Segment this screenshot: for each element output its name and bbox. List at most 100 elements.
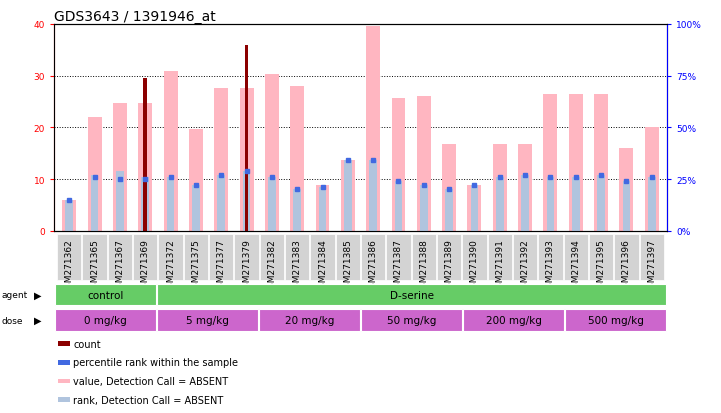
Bar bbox=[442, 145, 456, 231]
Bar bbox=[265, 74, 279, 231]
Text: GSM271386: GSM271386 bbox=[368, 239, 378, 294]
FancyBboxPatch shape bbox=[156, 310, 258, 331]
Bar bbox=[521, 176, 529, 231]
Bar bbox=[369, 161, 377, 231]
FancyBboxPatch shape bbox=[564, 234, 588, 280]
Text: 50 mg/kg: 50 mg/kg bbox=[387, 316, 436, 325]
Text: GSM271389: GSM271389 bbox=[445, 239, 454, 294]
FancyBboxPatch shape bbox=[133, 234, 157, 280]
FancyBboxPatch shape bbox=[159, 234, 182, 280]
Bar bbox=[344, 161, 352, 231]
Text: GSM271392: GSM271392 bbox=[521, 239, 530, 294]
Text: GSM271379: GSM271379 bbox=[242, 239, 251, 294]
Text: 200 mg/kg: 200 mg/kg bbox=[486, 316, 541, 325]
Bar bbox=[167, 178, 174, 231]
FancyBboxPatch shape bbox=[310, 234, 335, 280]
FancyBboxPatch shape bbox=[55, 284, 156, 306]
Bar bbox=[58, 360, 70, 365]
FancyBboxPatch shape bbox=[412, 234, 436, 280]
FancyBboxPatch shape bbox=[487, 234, 512, 280]
Bar bbox=[622, 182, 630, 231]
Text: agent: agent bbox=[1, 290, 27, 299]
FancyBboxPatch shape bbox=[107, 234, 132, 280]
Bar bbox=[113, 103, 127, 231]
Text: control: control bbox=[87, 290, 123, 300]
Bar bbox=[645, 128, 659, 231]
Text: 500 mg/kg: 500 mg/kg bbox=[588, 316, 644, 325]
Text: GSM271362: GSM271362 bbox=[65, 239, 74, 294]
Bar bbox=[420, 186, 428, 231]
Bar bbox=[619, 149, 633, 231]
Text: count: count bbox=[74, 339, 101, 349]
Bar bbox=[518, 145, 532, 231]
Bar bbox=[291, 87, 304, 231]
Bar bbox=[214, 89, 228, 231]
FancyBboxPatch shape bbox=[184, 234, 208, 280]
Text: GSM271367: GSM271367 bbox=[115, 239, 125, 294]
Text: GSM271369: GSM271369 bbox=[141, 239, 150, 294]
Bar bbox=[189, 130, 203, 231]
FancyBboxPatch shape bbox=[82, 234, 107, 280]
Bar bbox=[58, 379, 70, 383]
FancyBboxPatch shape bbox=[361, 310, 462, 331]
Text: 20 mg/kg: 20 mg/kg bbox=[285, 316, 334, 325]
Bar bbox=[116, 171, 124, 231]
Bar bbox=[243, 171, 250, 231]
Text: GSM271394: GSM271394 bbox=[571, 239, 580, 294]
Bar bbox=[66, 200, 73, 231]
Text: value, Detection Call = ABSENT: value, Detection Call = ABSENT bbox=[74, 376, 229, 386]
Text: GSM271397: GSM271397 bbox=[647, 239, 656, 294]
FancyBboxPatch shape bbox=[57, 234, 81, 280]
Bar bbox=[572, 178, 580, 231]
Bar bbox=[268, 178, 275, 231]
Bar bbox=[88, 118, 102, 231]
Bar bbox=[394, 182, 402, 231]
Bar bbox=[597, 176, 605, 231]
Text: GSM271375: GSM271375 bbox=[191, 239, 200, 294]
Text: GSM271396: GSM271396 bbox=[622, 239, 631, 294]
Text: rank, Detection Call = ABSENT: rank, Detection Call = ABSENT bbox=[74, 394, 224, 405]
Bar bbox=[138, 103, 152, 231]
Bar bbox=[239, 89, 254, 231]
Text: GSM271390: GSM271390 bbox=[470, 239, 479, 294]
Bar bbox=[316, 186, 329, 231]
Text: ▶: ▶ bbox=[34, 316, 41, 325]
Text: ▶: ▶ bbox=[34, 290, 41, 300]
Bar bbox=[471, 186, 478, 231]
Bar bbox=[341, 161, 355, 231]
FancyBboxPatch shape bbox=[386, 234, 411, 280]
Bar bbox=[58, 342, 70, 346]
Bar bbox=[366, 27, 380, 231]
FancyBboxPatch shape bbox=[539, 234, 562, 280]
Bar bbox=[544, 95, 557, 231]
Text: GSM271387: GSM271387 bbox=[394, 239, 403, 294]
Bar bbox=[244, 45, 249, 231]
Bar bbox=[293, 190, 301, 231]
Bar bbox=[547, 178, 554, 231]
Bar bbox=[192, 186, 200, 231]
FancyBboxPatch shape bbox=[614, 234, 639, 280]
Text: GSM271384: GSM271384 bbox=[318, 239, 327, 294]
Bar bbox=[164, 72, 177, 231]
FancyBboxPatch shape bbox=[260, 234, 284, 280]
Text: 0 mg/kg: 0 mg/kg bbox=[84, 316, 126, 325]
Bar bbox=[446, 190, 453, 231]
Bar bbox=[493, 145, 507, 231]
Text: GSM271372: GSM271372 bbox=[166, 239, 175, 294]
FancyBboxPatch shape bbox=[513, 234, 537, 280]
FancyBboxPatch shape bbox=[55, 310, 156, 331]
Text: GSM271383: GSM271383 bbox=[293, 239, 301, 294]
FancyBboxPatch shape bbox=[156, 284, 666, 306]
Bar bbox=[143, 79, 147, 231]
Bar bbox=[62, 200, 76, 231]
Text: GDS3643 / 1391946_at: GDS3643 / 1391946_at bbox=[54, 10, 216, 24]
Bar bbox=[91, 176, 99, 231]
FancyBboxPatch shape bbox=[437, 234, 461, 280]
Text: 5 mg/kg: 5 mg/kg bbox=[186, 316, 229, 325]
Text: GSM271385: GSM271385 bbox=[343, 239, 353, 294]
FancyBboxPatch shape bbox=[462, 234, 487, 280]
Bar bbox=[218, 176, 225, 231]
Bar bbox=[594, 95, 608, 231]
Bar bbox=[141, 178, 149, 231]
Text: GSM271382: GSM271382 bbox=[267, 239, 276, 294]
